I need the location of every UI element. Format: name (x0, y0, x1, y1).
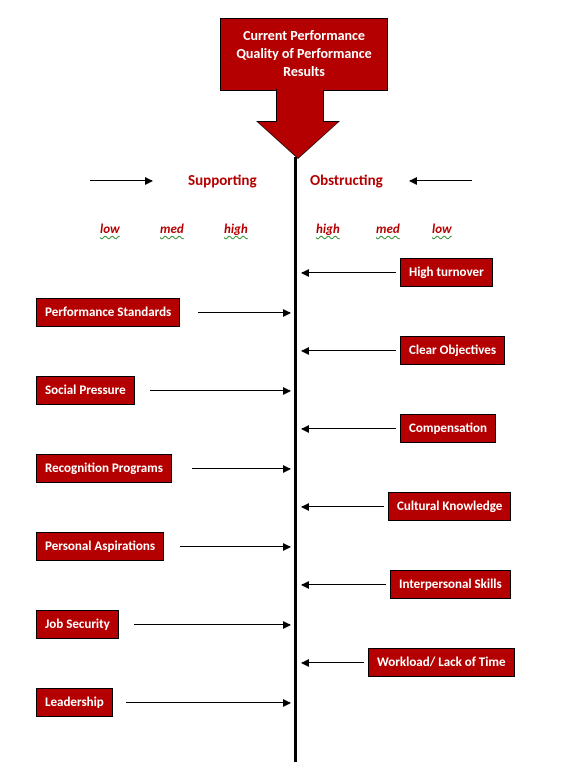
center-axis (294, 157, 297, 762)
obstructing-factor-3: Cultural Knowledge (388, 492, 511, 521)
obstructing-arrow-4 (302, 584, 386, 585)
header-line-2: Quality of Performance (235, 45, 373, 63)
obstructing-arrow-3 (302, 506, 384, 507)
header-line-1: Current Performance (235, 27, 373, 45)
supporting-arrow-2 (192, 468, 290, 469)
supporting-factor-3: Personal Aspirations (36, 532, 164, 561)
supporting-arrow-5 (126, 702, 290, 703)
obstructing-arrow-5 (302, 662, 364, 663)
supporting-factor-5: Leadership (36, 688, 113, 717)
supporting-side-arrow (90, 180, 152, 181)
down-arrow-head (258, 122, 338, 158)
obstructing-arrow-1 (302, 350, 396, 351)
supporting-label: Supporting (188, 172, 257, 190)
scale-right-med: med (376, 222, 400, 237)
supporting-factor-2: Recognition Programs (36, 454, 172, 483)
supporting-arrow-4 (134, 624, 290, 625)
obstructing-factor-0: High turnover (400, 258, 493, 287)
supporting-factor-0: Performance Standards (36, 298, 180, 327)
obstructing-factor-1: Clear Objectives (400, 336, 505, 365)
supporting-arrow-0 (198, 312, 290, 313)
header-box: Current Performance Quality of Performan… (220, 18, 388, 91)
supporting-factor-1: Social Pressure (36, 376, 135, 405)
obstructing-side-arrow (410, 180, 472, 181)
scale-right-low: low (432, 222, 452, 237)
obstructing-factor-4: Interpersonal Skills (390, 570, 511, 599)
down-arrow-stem (276, 89, 324, 122)
scale-left-low: low (100, 222, 120, 237)
obstructing-label: Obstructing (310, 172, 383, 190)
supporting-arrow-1 (150, 390, 290, 391)
header-line-3: Results (235, 63, 373, 81)
supporting-arrow-3 (180, 546, 290, 547)
obstructing-factor-5: Workload/ Lack of Time (368, 648, 515, 677)
supporting-factor-4: Job Security (36, 610, 119, 639)
obstructing-arrow-2 (302, 428, 396, 429)
scale-left-high: high (224, 222, 248, 237)
scale-right-high: high (316, 222, 340, 237)
obstructing-factor-2: Compensation (400, 414, 496, 443)
scale-left-med: med (160, 222, 184, 237)
obstructing-arrow-0 (302, 272, 396, 273)
